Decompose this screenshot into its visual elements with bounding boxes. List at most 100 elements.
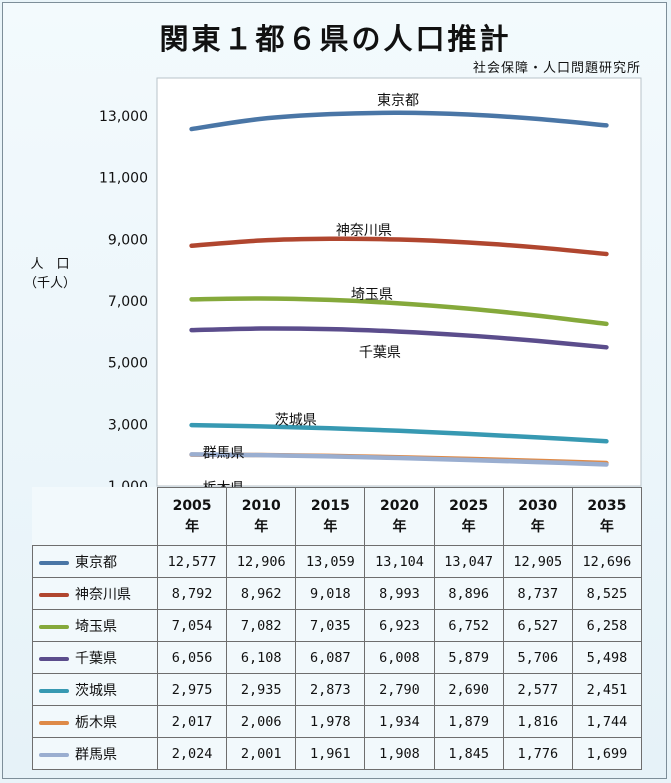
- table-cell: 8,525: [571, 577, 642, 610]
- y-tick-label: 3,000: [108, 417, 148, 433]
- y-axis-label-line1: 人 口: [30, 257, 70, 272]
- source-credit: 社会保障・人口問題研究所: [472, 61, 641, 76]
- table-row: 栃木県 2,017 2,006 1,978 1,934 1,879 1,816 1,744: [32, 705, 642, 738]
- plot-background: [156, 77, 642, 487]
- x-tick-suffix: 年: [185, 518, 200, 535]
- x-tick-suffix: 年: [461, 518, 476, 535]
- table-cell: 8,993: [364, 577, 435, 610]
- x-tick-label: 2025 年: [433, 487, 504, 546]
- data-table: 2005 年 2010 年 2015 年 2020 年 2025 年 2030 年 2035 年 東京都 1…: [32, 487, 642, 770]
- series-line: [189, 452, 609, 467]
- legend-label: 群馬県: [75, 746, 117, 763]
- table-cell: 5,706: [502, 641, 573, 674]
- legend-swatch: [39, 752, 69, 757]
- table-cell: 2,690: [433, 673, 504, 706]
- y-tick-label: 7,000: [108, 294, 148, 310]
- table-cell: 12,906: [226, 545, 297, 578]
- series-line: [189, 110, 609, 132]
- table-cell: 7,035: [295, 609, 366, 642]
- table-cell: 2,873: [295, 673, 366, 706]
- table-cell: 1,908: [364, 737, 435, 770]
- legend-entry: 埼玉県: [32, 609, 158, 642]
- table-cell: 8,896: [433, 577, 504, 610]
- series-line: [189, 236, 609, 257]
- table-cell: 1,776: [502, 737, 573, 770]
- legend-label: 千葉県: [75, 650, 117, 667]
- legend-entry: 栃木県: [32, 705, 158, 738]
- table-cell: 5,498: [571, 641, 642, 674]
- table-cell: 8,792: [156, 577, 228, 610]
- series-line: [189, 422, 609, 444]
- y-axis-label: 人 口 （千人）: [22, 255, 78, 293]
- plot-area: [156, 77, 642, 487]
- table-cell: 6,527: [502, 609, 573, 642]
- x-tick-suffix: 年: [599, 518, 614, 535]
- table-row: 神奈川県 8,792 8,962 9,018 8,993 8,896 8,737 8,525: [32, 577, 642, 610]
- table-cell: 6,056: [156, 641, 228, 674]
- table-cell: 1,845: [433, 737, 504, 770]
- y-tick-label: 13,000: [99, 109, 148, 125]
- legend-entry: 東京都: [32, 545, 158, 578]
- legend-entry: 神奈川県: [32, 577, 158, 610]
- x-tick-suffix: 年: [254, 518, 269, 535]
- x-tick-year: 2005: [172, 497, 212, 514]
- table-cell: 1,699: [571, 737, 642, 770]
- x-tick-label: 2030 年: [502, 487, 573, 546]
- table-row: 群馬県 2,024 2,001 1,961 1,908 1,845 1,776 1,699: [32, 737, 642, 770]
- legend-label: 埼玉県: [75, 618, 117, 635]
- x-tick-suffix: 年: [530, 518, 545, 535]
- table-cell: 6,008: [364, 641, 435, 674]
- x-tick-year: 2010: [241, 497, 281, 514]
- table-header-row: 2005 年 2010 年 2015 年 2020 年 2025 年 2030 年 2035 年: [32, 487, 642, 546]
- table-cell: 1,934: [364, 705, 435, 738]
- legend-swatch: [39, 656, 69, 661]
- table-cell: 2,975: [156, 673, 228, 706]
- table-corner: [32, 487, 158, 546]
- chart-title: 関東１都６県の人口推計: [159, 22, 512, 56]
- series-lines: [189, 110, 609, 467]
- table-cell: 8,737: [502, 577, 573, 610]
- table-cell: 2,017: [156, 705, 228, 738]
- table-cell: 1,744: [571, 705, 642, 738]
- x-tick-year: 2015: [310, 497, 350, 514]
- series-label: 神奈川県: [336, 223, 392, 239]
- x-tick-label: 2035 年: [571, 487, 642, 546]
- table-cell: 2,006: [226, 705, 297, 738]
- table-cell: 1,879: [433, 705, 504, 738]
- x-tick-label: 2005 年: [156, 487, 228, 546]
- series-line: [189, 326, 609, 350]
- legend-label: 東京都: [75, 554, 117, 571]
- series-label: 群馬県: [203, 445, 245, 461]
- table-cell: 12,577: [156, 545, 228, 578]
- x-tick-year: 2025: [449, 497, 489, 514]
- table-cell: 2,024: [156, 737, 228, 770]
- x-tick-label: 2015 年: [295, 487, 366, 546]
- x-tick-suffix: 年: [323, 518, 338, 535]
- table-cell: 7,082: [226, 609, 297, 642]
- table-cell: 1,961: [295, 737, 366, 770]
- x-tick-year: 2020: [380, 497, 419, 514]
- legend-swatch: [39, 624, 69, 629]
- table-row: 東京都 12,577 12,906 13,059 13,104 13,047 12,905 1…: [32, 545, 642, 578]
- legend-swatch: [39, 560, 69, 565]
- x-tick-label: 2020 年: [364, 487, 435, 546]
- table-body: 東京都 12,577 12,906 13,059 13,104 13,047 12,905 1…: [32, 545, 642, 770]
- table-cell: 13,104: [364, 545, 435, 578]
- series-label: 茨城県: [275, 412, 317, 428]
- y-axis-label-line2: （千人）: [23, 276, 76, 291]
- table-cell: 2,577: [502, 673, 573, 706]
- y-tick-label: 5,000: [108, 356, 148, 372]
- table-cell: 6,923: [364, 609, 435, 642]
- table-cell: 2,935: [226, 673, 297, 706]
- x-tick-label: 2010 年: [226, 487, 297, 546]
- legend-label: 栃木県: [75, 714, 117, 731]
- table-cell: 6,108: [226, 641, 297, 674]
- table-cell: 2,451: [571, 673, 642, 706]
- legend-swatch: [39, 688, 69, 693]
- table-cell: 1,816: [502, 705, 573, 738]
- x-tick-suffix: 年: [392, 518, 407, 535]
- series-label: 東京都: [377, 93, 419, 109]
- legend-entry: 群馬県: [32, 737, 158, 770]
- table-cell: 7,054: [156, 609, 228, 642]
- table-cell: 2,790: [364, 673, 435, 706]
